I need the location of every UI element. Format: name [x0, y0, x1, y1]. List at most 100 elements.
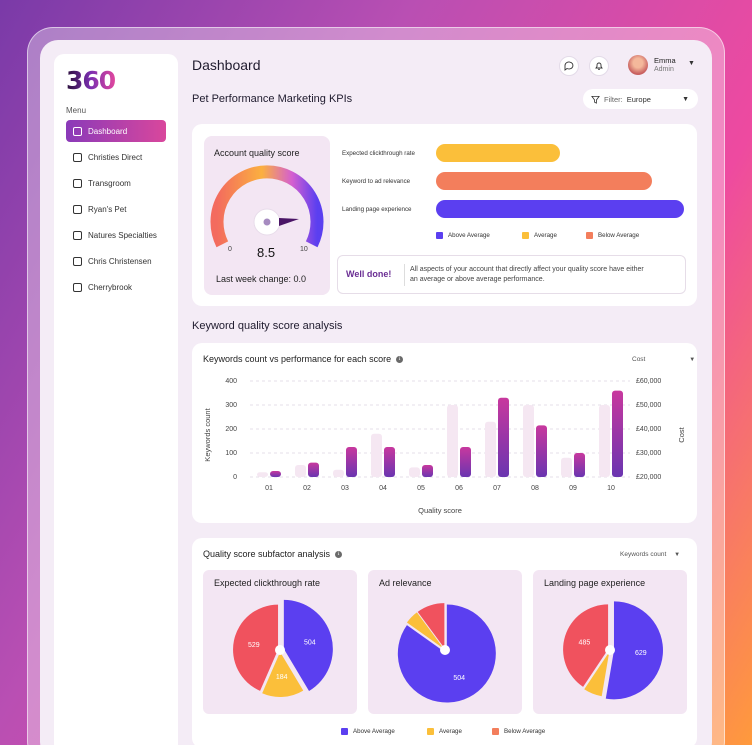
filter-select[interactable]: Filter: Europe ▼ [583, 89, 698, 109]
chart-bar [612, 390, 623, 477]
bar-label: Keyword to ad relevance [342, 178, 411, 185]
x-tick-label: 06 [455, 485, 463, 492]
landing-page-bar [436, 200, 684, 218]
sidebar-item-label: Christies Direct [88, 152, 143, 162]
chart-bar [346, 447, 357, 477]
y-tick-label: 300 [225, 402, 237, 409]
app-logo[interactable]: 360 [66, 66, 116, 95]
chevron-down-icon: ▼ [674, 552, 681, 558]
chevron-down-icon[interactable]: ▼ [688, 60, 695, 67]
pie-slice-label: 504 [453, 675, 465, 682]
sidebar-item-label: Natures Specialties [88, 230, 157, 240]
sidebar-item-dashboard[interactable]: Dashboard [66, 120, 166, 142]
pie-chart: 629 485 [563, 601, 663, 700]
chart-bar-background [409, 467, 420, 477]
quality-gauge [210, 165, 324, 248]
chart-bar-background [485, 421, 496, 477]
pie-slice-label: 504 [304, 639, 316, 646]
chart-bar [460, 447, 471, 477]
sidebar-item-christies-direct[interactable]: Christies Direct [66, 146, 166, 168]
x-tick-label: 10 [607, 485, 615, 492]
chart-bar-background [447, 405, 458, 477]
chart-bar-background [523, 405, 534, 477]
legend-label: Average [534, 232, 557, 239]
x-axis-label: Quality score [418, 506, 462, 515]
pie-title: Landing page experience [544, 578, 646, 588]
chart-bar-background [333, 469, 344, 477]
y2-tick-label: £30,000 [636, 450, 661, 457]
notifications-button[interactable] [589, 56, 609, 76]
legend-label: Above Average [448, 232, 490, 239]
app-screen: 360 Menu Dashboard Christies Direct Tran… [40, 40, 712, 745]
keywords-count-dropdown[interactable]: Keywords count ▼ [620, 551, 680, 558]
info-icon[interactable]: i [396, 355, 404, 363]
sidebar-item-chris-christensen[interactable]: Chris Christensen [66, 250, 166, 272]
sidebar-item-natures-specialties[interactable]: Natures Specialties [66, 224, 166, 246]
y2-axis-label: Cost [677, 426, 686, 442]
dropdown-value: Keywords count [620, 551, 667, 558]
user-name: Emma [654, 56, 676, 65]
sidebar-item-ryans-pet[interactable]: Ryan's Pet [66, 198, 166, 220]
pie-chart: 504 [397, 603, 496, 703]
y2-tick-label: £60,000 [636, 378, 661, 385]
bar-label: Expected clickthrough rate [342, 150, 415, 157]
ad-relevance-bar [436, 172, 652, 190]
filter-label: Filter: [604, 94, 623, 104]
legend-swatch [492, 728, 499, 735]
y2-tick-label: £50,000 [636, 402, 661, 409]
pie-panel-landing-page: Landing page experience 629 485 [533, 570, 687, 714]
gauge-min-label: 0 [228, 246, 232, 253]
store-icon [73, 152, 82, 162]
sidebar-item-cherrybrook[interactable]: Cherrybrook [66, 276, 166, 298]
x-tick-label: 02 [303, 485, 311, 492]
chart-bar-background [599, 405, 610, 477]
page-title: Dashboard [192, 57, 261, 73]
id-card-icon [73, 230, 82, 240]
pie-panel-ad-relevance: Ad relevance 504 [368, 570, 522, 714]
legend-item: Above Average [436, 232, 490, 239]
x-tick-label: 07 [493, 485, 501, 492]
card-title-text: Quality score subfactor analysis [203, 549, 331, 559]
cost-dropdown[interactable]: Cost ▼ [632, 356, 695, 363]
last-week-change: Last week change: 0.0 [216, 274, 307, 284]
quality-score-value: 8.5 [257, 245, 276, 260]
sidebar-item-label: Chris Christensen [88, 256, 152, 266]
legend-item: Average [522, 232, 557, 239]
quality-score-panel: Account quality score 0 10 8.5 Las [204, 136, 330, 295]
chart-bar [308, 462, 319, 477]
chat-button[interactable] [559, 56, 579, 76]
chat-icon [564, 61, 574, 71]
info-icon[interactable]: i [335, 550, 343, 558]
filter-value: Europe [626, 94, 651, 104]
x-tick-label: 04 [379, 485, 387, 492]
gauge-arc [210, 165, 324, 248]
chart-bar [270, 471, 281, 477]
x-tick-label: 09 [569, 485, 577, 492]
subfactor-title: Quality score subfactor analysis i [203, 549, 343, 559]
sidebar-item-label: Cherrybrook [88, 282, 133, 292]
pie-center [440, 645, 450, 655]
gauge-max-label: 10 [300, 246, 308, 253]
legend-item: Below Average [492, 728, 545, 735]
x-tick-label: 03 [341, 485, 349, 492]
subfactor-card: Quality score subfactor analysis i Keywo… [192, 538, 697, 745]
sidebar-item-transgroom[interactable]: Transgroom [66, 172, 166, 194]
legend-swatch [522, 232, 529, 239]
pie-slice [262, 651, 304, 697]
chart-bar-background [371, 433, 382, 477]
card-title-text: Keywords count vs performance for each s… [203, 354, 392, 364]
pie-slice [417, 603, 445, 649]
pie-slice-label: 485 [579, 640, 591, 647]
x-tick-label: 05 [417, 485, 425, 492]
legend-item: Above Average [341, 728, 395, 735]
legend-item: Below Average [586, 232, 639, 239]
legend-item: Average [427, 728, 462, 735]
avatar[interactable] [628, 55, 648, 75]
bar-label: Landing page experience [342, 206, 412, 213]
x-tick-label: 08 [531, 485, 539, 492]
pie-center [275, 645, 285, 655]
keyword-chart-title: Keywords count vs performance for each s… [203, 354, 404, 364]
well-done-title: Well done! [346, 269, 392, 279]
sidebar-item-label: Ryan's Pet [88, 204, 127, 214]
y-axis-label: Keywords count [203, 407, 212, 461]
